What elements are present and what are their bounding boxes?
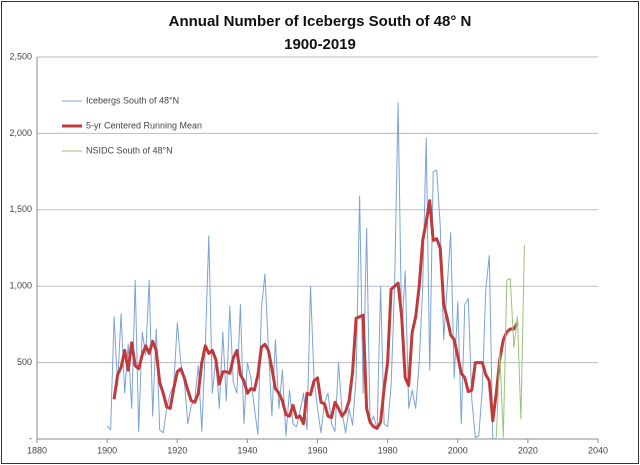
x-tick-label: 1940 [237,445,257,455]
y-tick-label: 2,500 [9,51,32,61]
y-tick-label: 1,500 [9,204,32,214]
legend-label: 5-yr Centered Running Mean [86,120,202,130]
chart-title: Annual Number of Icebergs South of 48° N [169,13,472,30]
x-tick-label: 1920 [167,445,187,455]
x-tick-label: 1880 [27,445,47,455]
series-line [106,102,497,440]
series-line [112,199,519,430]
chart-subtitle: 1900-2019 [284,36,356,53]
x-tick-label: 1980 [378,445,398,455]
legend-label: Icebergs South of 48°N [86,95,179,105]
y-tick-label: 2,000 [9,128,32,138]
series-line [495,244,525,438]
legend-label: NSIDC South of 48°N [86,145,173,155]
x-tick-label: 2020 [518,445,538,455]
x-tick-label: 2000 [448,445,468,455]
x-tick-label: 1900 [97,445,117,455]
y-tick-label: - [29,433,32,443]
y-tick-label: 500 [17,357,32,367]
y-tick-label: 1,000 [9,281,32,291]
x-tick-label: 1960 [307,445,327,455]
x-tick-label: 2040 [588,445,608,455]
